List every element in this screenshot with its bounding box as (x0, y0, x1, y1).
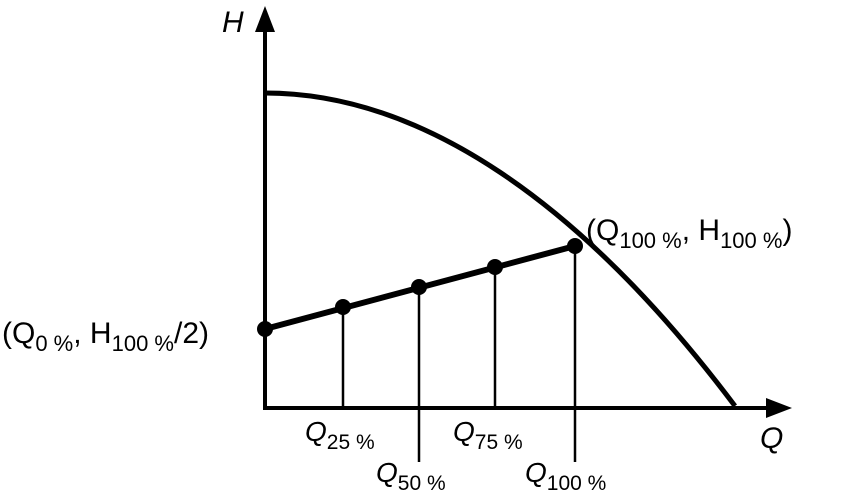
label-q100: Q100 % (525, 457, 606, 495)
label-q75: Q75 % (453, 416, 523, 454)
label-end-point: (Q100 %, H100 %) (586, 214, 792, 253)
label-q50: Q50 % (376, 457, 446, 495)
x-axis-label: Q (760, 422, 783, 455)
pump-curve (264, 90, 737, 408)
point-q0 (257, 321, 273, 337)
label-q25: Q25 % (305, 416, 375, 454)
point-q75 (487, 259, 503, 275)
point-q50 (411, 279, 427, 295)
label-start-point: (Q0 %, H100 %/2) (2, 317, 209, 356)
y-axis-arrowhead (255, 6, 275, 32)
point-q25 (335, 299, 351, 315)
point-q100 (567, 238, 583, 254)
y-axis-label: H (222, 6, 244, 39)
x-axis-arrowhead (766, 398, 792, 418)
